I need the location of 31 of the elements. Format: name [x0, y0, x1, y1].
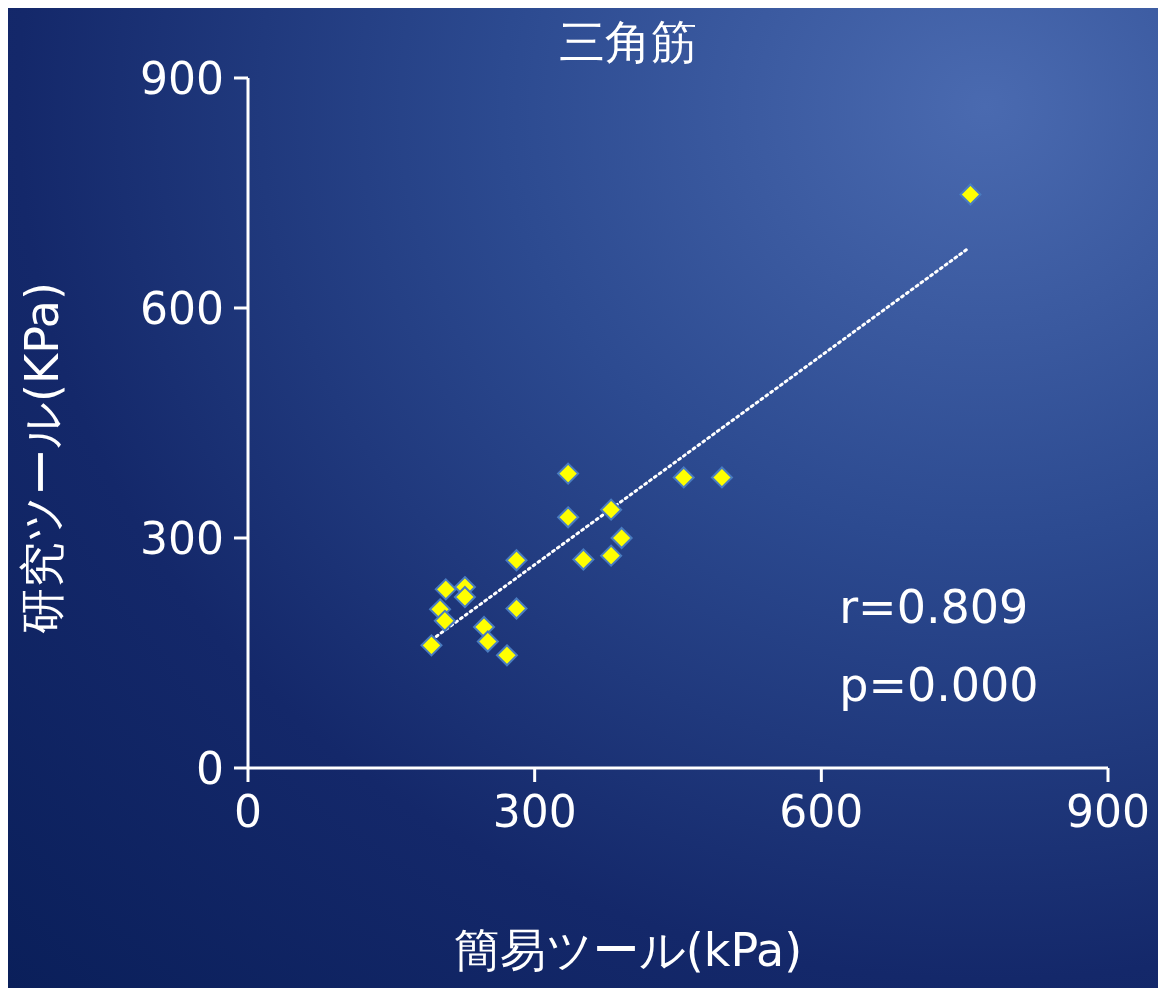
point — [476, 630, 499, 653]
point — [433, 609, 456, 632]
x-tick-label: 0 — [234, 786, 262, 838]
point — [672, 466, 695, 489]
point — [453, 586, 476, 609]
y-tick-label: 0 — [196, 742, 224, 794]
point — [495, 644, 518, 667]
point — [505, 549, 528, 572]
x-tick-label: 600 — [779, 786, 864, 838]
x-tick-label: 900 — [1066, 786, 1150, 838]
y-tick-label: 300 — [140, 512, 224, 564]
point — [959, 183, 982, 206]
x-tick-label: 300 — [492, 786, 577, 838]
y-axis-title: 研究ツール(KPa) — [14, 282, 70, 634]
x-axis-title: 簡易ツール(kPa) — [452, 922, 804, 979]
annotation: r=0.809 — [839, 579, 1029, 634]
point — [610, 527, 633, 549]
y-tick-label: 600 — [140, 282, 224, 334]
point — [505, 597, 528, 620]
point — [557, 462, 580, 485]
annotation: p=0.000 — [839, 657, 1039, 712]
point — [473, 615, 496, 638]
y-tick-label: 900 — [140, 52, 224, 104]
point — [434, 578, 457, 601]
point — [600, 498, 623, 521]
point — [420, 634, 443, 657]
chart-title: 三角筋 — [559, 15, 697, 69]
point — [710, 466, 733, 489]
point — [572, 548, 595, 571]
point — [557, 506, 580, 529]
point — [600, 544, 623, 567]
